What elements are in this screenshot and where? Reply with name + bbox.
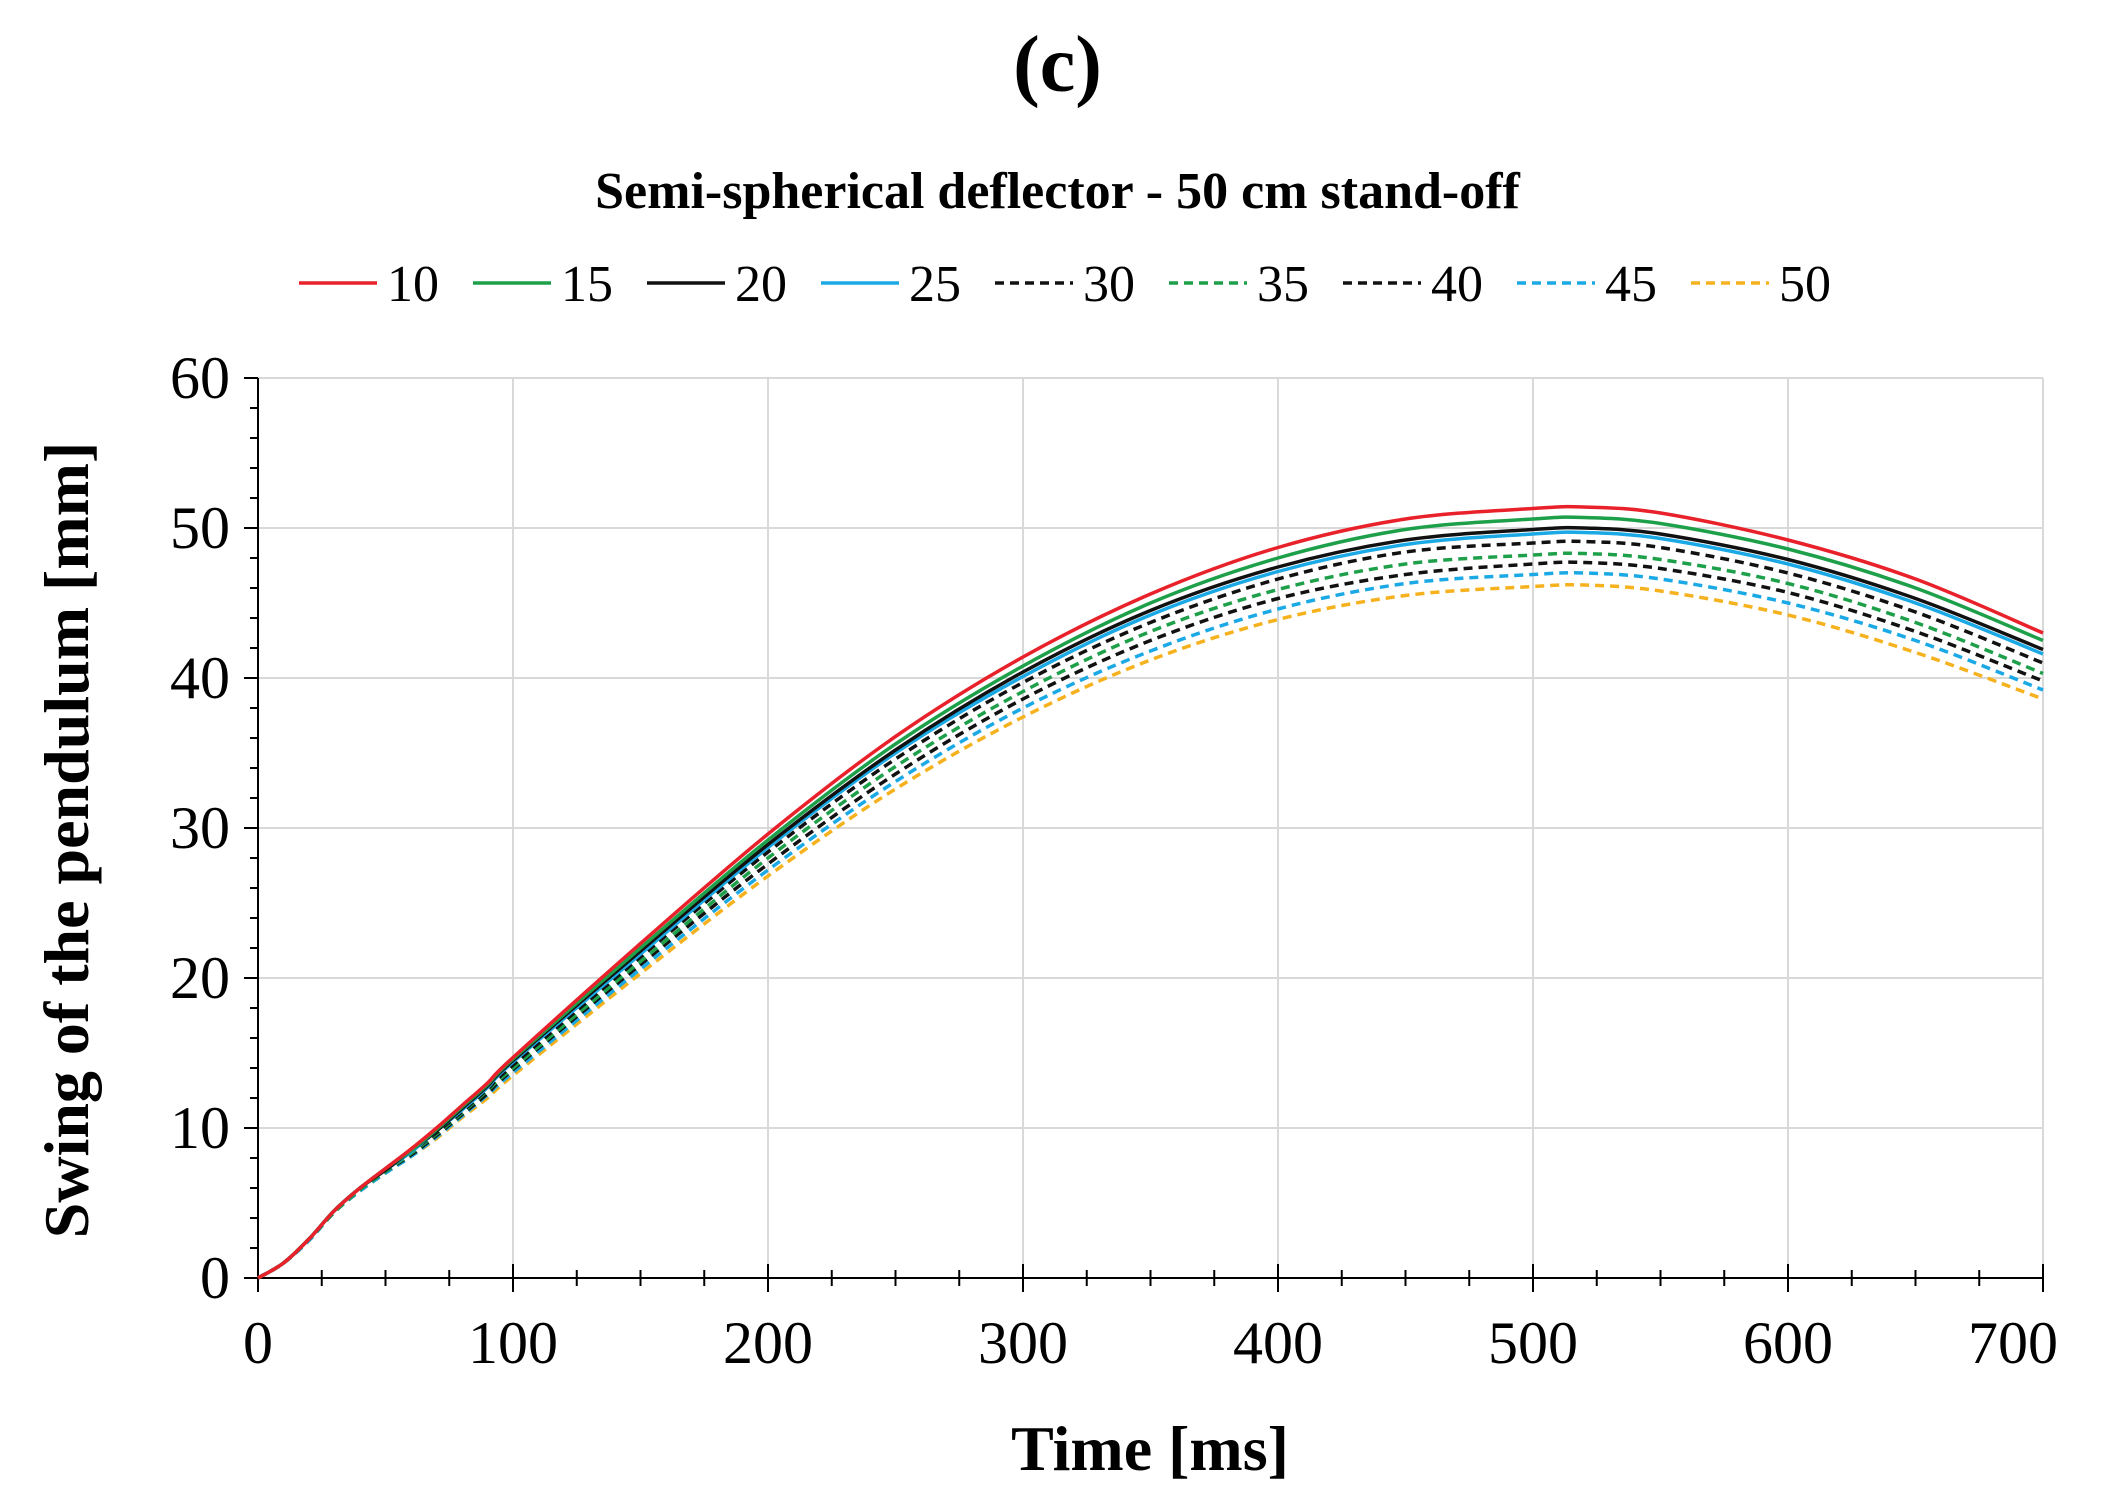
legend-label-40: 40	[1431, 256, 1483, 313]
legend-label-10: 10	[387, 256, 439, 313]
y-axis-title: Swing of the pendulum [mm]	[31, 442, 102, 1239]
x-tick-label: 300	[978, 1310, 1068, 1376]
series-line-35	[257, 551, 2044, 1280]
x-tick-label: 200	[723, 1310, 813, 1376]
series-line-50	[257, 582, 2044, 1280]
gridlines	[258, 377, 2044, 1278]
legend: 10 15 20 25 30 35 40 45 50	[299, 256, 1831, 313]
legend-label-50: 50	[1779, 256, 1831, 313]
y-tick-label: 0	[200, 1245, 230, 1311]
x-tick-label: 0	[243, 1310, 273, 1376]
x-tick-label: 500	[1488, 1310, 1578, 1376]
y-tick-label: 30	[170, 795, 230, 861]
legend-label-45: 45	[1605, 256, 1657, 313]
legend-label-20: 20	[735, 256, 787, 313]
panel-label: (c)	[1013, 21, 1102, 109]
y-tick-label: 20	[170, 945, 230, 1011]
x-tick-label: 100	[468, 1310, 558, 1376]
series-line-15	[257, 515, 2044, 1280]
series-lines	[257, 504, 2044, 1280]
x-tick-label: 700	[1968, 1310, 2058, 1376]
x-axis-title: Time [ms]	[1011, 1413, 1289, 1484]
series-line-40	[257, 560, 2044, 1280]
y-tick-label: 50	[170, 495, 230, 561]
y-tick-label: 60	[170, 345, 230, 411]
chart-title: Semi-spherical deflector - 50 cm stand-o…	[595, 163, 1520, 220]
x-tick-label: 400	[1233, 1310, 1323, 1376]
legend-label-35: 35	[1257, 256, 1309, 313]
legend-label-25: 25	[909, 256, 961, 313]
series-line-25	[257, 530, 2044, 1280]
y-tick-label: 10	[170, 1095, 230, 1161]
y-tick-label: 40	[170, 645, 230, 711]
legend-label-30: 30	[1083, 256, 1135, 313]
legend-label-15: 15	[561, 256, 613, 313]
series-line-10	[257, 504, 2044, 1280]
x-tick-label: 600	[1743, 1310, 1833, 1376]
